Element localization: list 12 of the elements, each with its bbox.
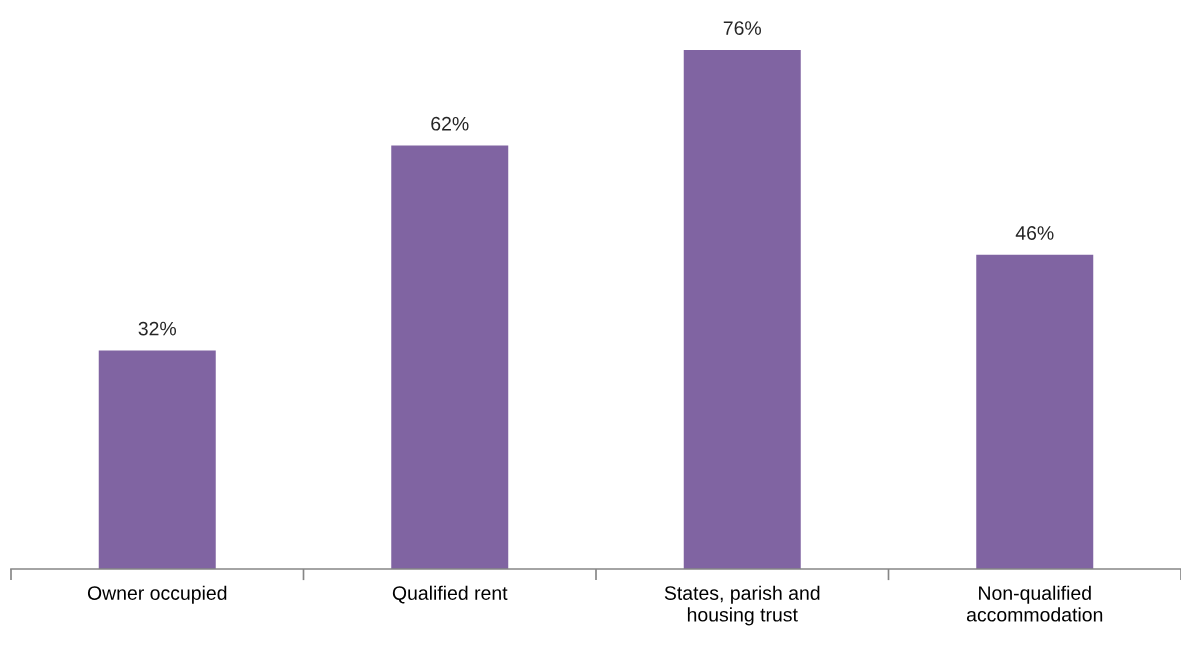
- data-label: 32%: [138, 321, 177, 336]
- data-label: 62%: [431, 116, 469, 131]
- bar: [683, 49, 801, 569]
- data-label: 76%: [723, 21, 762, 35]
- x-tick-label: Owner occupied: [87, 585, 227, 604]
- x-tick-label: States, parish and housing trust: [664, 585, 820, 626]
- x-tick-label: Non-qualified accommodation: [966, 585, 1103, 622]
- x-tick-label: Qualified rent: [392, 585, 508, 604]
- bar: [976, 254, 1094, 569]
- bar: [98, 350, 216, 569]
- data-label: 46%: [1015, 226, 1054, 240]
- bar: [391, 145, 509, 569]
